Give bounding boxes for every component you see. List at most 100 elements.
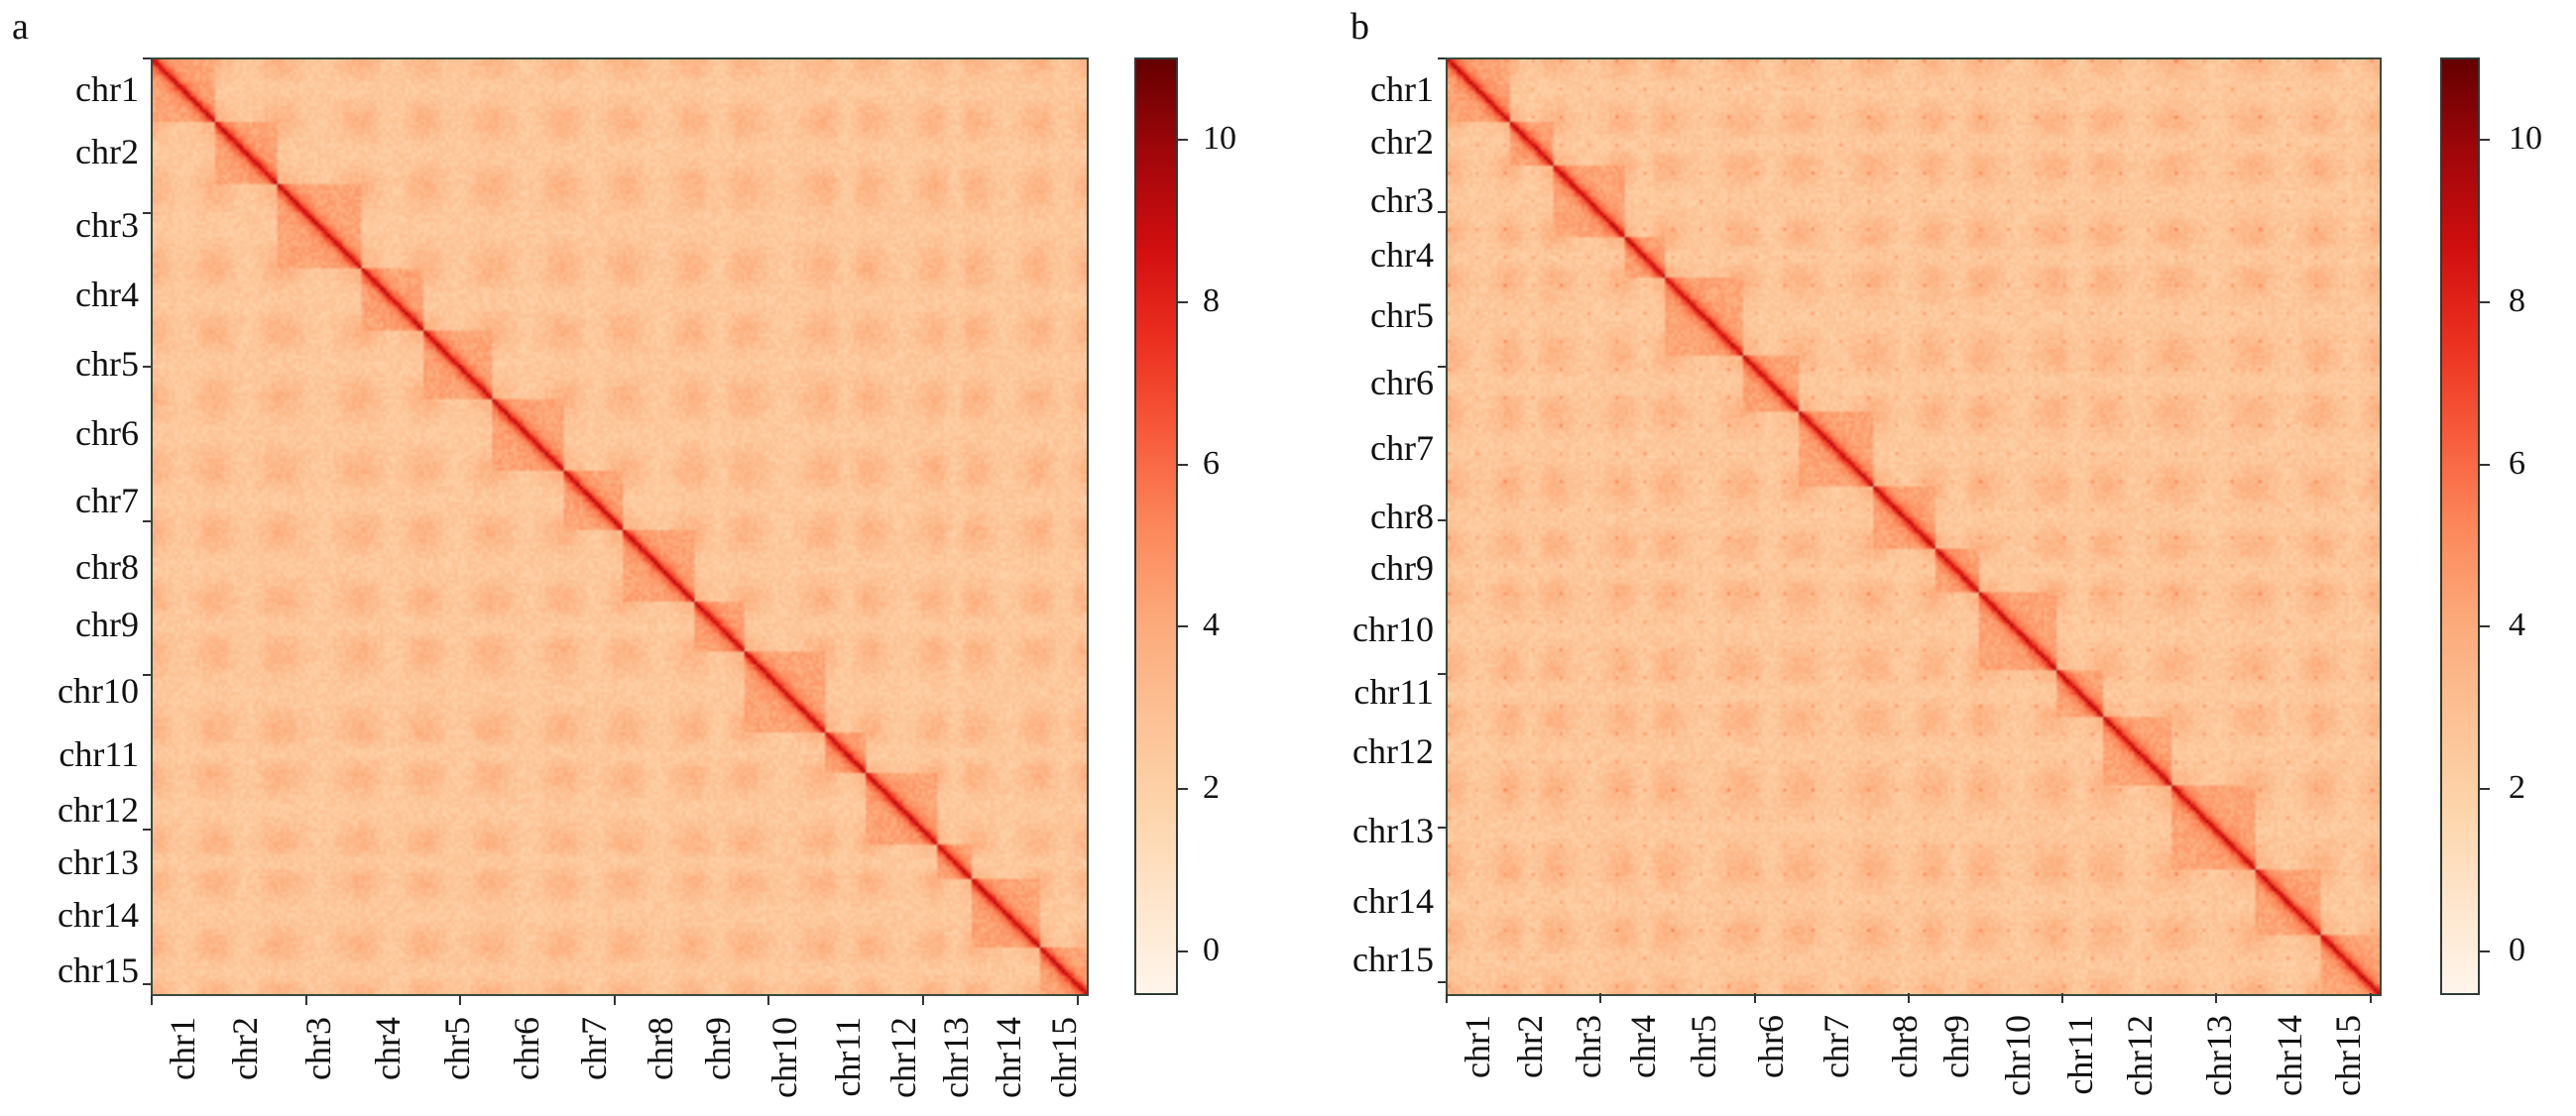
y-tick-label-chr9: chr9	[75, 605, 139, 645]
x-tick-mark	[1446, 993, 1448, 1003]
colorbar-tick-mark	[2480, 300, 2490, 303]
y-tick-mark	[143, 57, 151, 59]
y-tick-label-chr13: chr13	[58, 841, 139, 882]
y-tick-label-chr11: chr11	[59, 733, 139, 774]
colorbar-tick-label: 8	[2509, 281, 2525, 319]
colorbar-tick-label: 10	[2509, 119, 2542, 157]
colorbar-tick-mark	[1178, 949, 1188, 952]
x-tick-mark	[1076, 995, 1079, 1005]
y-tick-label-chr8: chr8	[75, 546, 139, 587]
panel-label-a: a	[12, 6, 29, 48]
y-tick-label-chr8: chr8	[1370, 496, 1434, 536]
y-tick-mark	[1438, 827, 1446, 830]
x-tick-label-chr10: chr10	[1997, 1015, 2038, 1096]
y-tick-label-chr6: chr6	[75, 413, 139, 454]
heatmap-canvas-a	[153, 59, 1087, 994]
colorbar-tick-mark	[1178, 300, 1188, 303]
x-tick-label-chr10: chr10	[764, 1017, 805, 1098]
x-tick-label-chr8: chr8	[640, 1017, 680, 1080]
y-tick-mark	[1438, 980, 1446, 983]
x-tick-label-chr8: chr8	[1884, 1015, 1925, 1078]
y-tick-label-chr9: chr9	[1370, 548, 1434, 589]
colorbar-tick-mark	[2480, 138, 2490, 141]
x-tick-label-chr13: chr13	[935, 1017, 976, 1098]
x-tick-label-chr5: chr5	[1683, 1015, 1723, 1078]
x-tick-label-chr1: chr1	[163, 1017, 203, 1080]
x-tick-label-chr3: chr3	[298, 1017, 339, 1080]
x-tick-label-chr12: chr12	[882, 1017, 923, 1098]
x-tick-mark	[767, 995, 770, 1005]
x-tick-mark	[1753, 993, 1756, 1003]
y-tick-mark	[1438, 57, 1446, 59]
y-tick-label-chr3: chr3	[75, 205, 139, 246]
colorbar-tick-mark	[2480, 949, 2490, 952]
y-tick-label-chr15: chr15	[1352, 940, 1434, 980]
x-tick-label-chr2: chr2	[1509, 1015, 1550, 1078]
y-tick-label-chr10: chr10	[1352, 609, 1434, 649]
y-tick-mark	[143, 211, 151, 214]
colorbar-tick-mark	[1178, 625, 1188, 628]
x-tick-label-chr15: chr15	[1044, 1017, 1085, 1098]
y-tick-mark	[1438, 518, 1446, 521]
y-tick-mark	[143, 982, 151, 985]
x-tick-label-chr12: chr12	[2119, 1015, 2160, 1096]
y-tick-mark	[1438, 673, 1446, 676]
x-tick-label-chr7: chr7	[1815, 1015, 1856, 1078]
y-tick-label-chr15: chr15	[58, 950, 139, 991]
x-tick-mark	[613, 995, 616, 1005]
x-tick-label-chr6: chr6	[1750, 1015, 1791, 1078]
y-tick-label-chr5: chr5	[75, 344, 139, 385]
colorbar-tick-mark	[1178, 463, 1188, 466]
x-tick-mark	[922, 995, 925, 1005]
heatmap-plot-b	[1446, 57, 2382, 996]
x-tick-mark	[304, 995, 307, 1005]
colorbar-tick-label: 8	[1203, 281, 1220, 319]
x-tick-mark	[459, 995, 462, 1005]
colorbar-tick-label: 2	[1203, 769, 1220, 807]
x-tick-mark	[1907, 993, 1910, 1003]
x-tick-label-chr3: chr3	[1569, 1015, 1609, 1078]
x-tick-label-chr9: chr9	[698, 1017, 739, 1080]
colorbar-tick-label: 2	[2509, 769, 2525, 807]
y-tick-label-chr3: chr3	[1370, 180, 1434, 221]
x-tick-mark	[151, 995, 153, 1005]
y-tick-label-chr13: chr13	[1352, 810, 1434, 850]
y-tick-label-chr7: chr7	[75, 480, 139, 520]
x-tick-label-chr4: chr4	[1623, 1015, 1664, 1078]
x-tick-label-chr14: chr14	[988, 1017, 1028, 1098]
y-tick-label-chr6: chr6	[1370, 362, 1434, 402]
x-tick-label-chr15: chr15	[2328, 1015, 2369, 1096]
colorbar-tick-label: 0	[2509, 931, 2525, 968]
y-tick-label-chr14: chr14	[58, 894, 139, 935]
colorbar-tick-mark	[1178, 788, 1188, 791]
y-tick-label-chr7: chr7	[1370, 427, 1434, 468]
heatmap-plot-a	[151, 57, 1089, 996]
y-tick-label-chr2: chr2	[1370, 121, 1434, 162]
y-tick-label-chr12: chr12	[58, 789, 139, 830]
colorbar-tick-label: 0	[1203, 931, 1220, 968]
x-tick-label-chr9: chr9	[1936, 1015, 1977, 1078]
x-tick-mark	[2061, 993, 2064, 1003]
y-tick-label-chr4: chr4	[75, 275, 139, 315]
x-tick-label-chr11: chr11	[827, 1017, 868, 1097]
x-tick-label-chr6: chr6	[507, 1017, 547, 1080]
heatmap-canvas-b	[1448, 59, 2380, 994]
x-tick-label-chr4: chr4	[368, 1017, 409, 1080]
y-tick-label-chr4: chr4	[1370, 235, 1434, 276]
colorbar-tick-mark	[1178, 138, 1188, 141]
colorbar-b	[2440, 57, 2480, 995]
y-tick-label-chr2: chr2	[75, 131, 139, 171]
y-tick-label-chr5: chr5	[1370, 294, 1434, 335]
colorbar-tick-mark	[2480, 463, 2490, 466]
x-tick-label-chr13: chr13	[2198, 1015, 2239, 1096]
y-tick-mark	[143, 366, 151, 369]
x-tick-label-chr1: chr1	[1458, 1015, 1498, 1078]
y-tick-label-chr11: chr11	[1353, 672, 1434, 713]
x-tick-label-chr14: chr14	[2269, 1015, 2309, 1096]
x-tick-mark	[1599, 993, 1602, 1003]
colorbar-tick-label: 4	[1203, 607, 1220, 644]
y-tick-label-chr1: chr1	[75, 69, 139, 110]
x-tick-mark	[2369, 993, 2372, 1003]
x-tick-label-chr5: chr5	[437, 1017, 478, 1080]
x-tick-label-chr11: chr11	[2060, 1015, 2101, 1095]
